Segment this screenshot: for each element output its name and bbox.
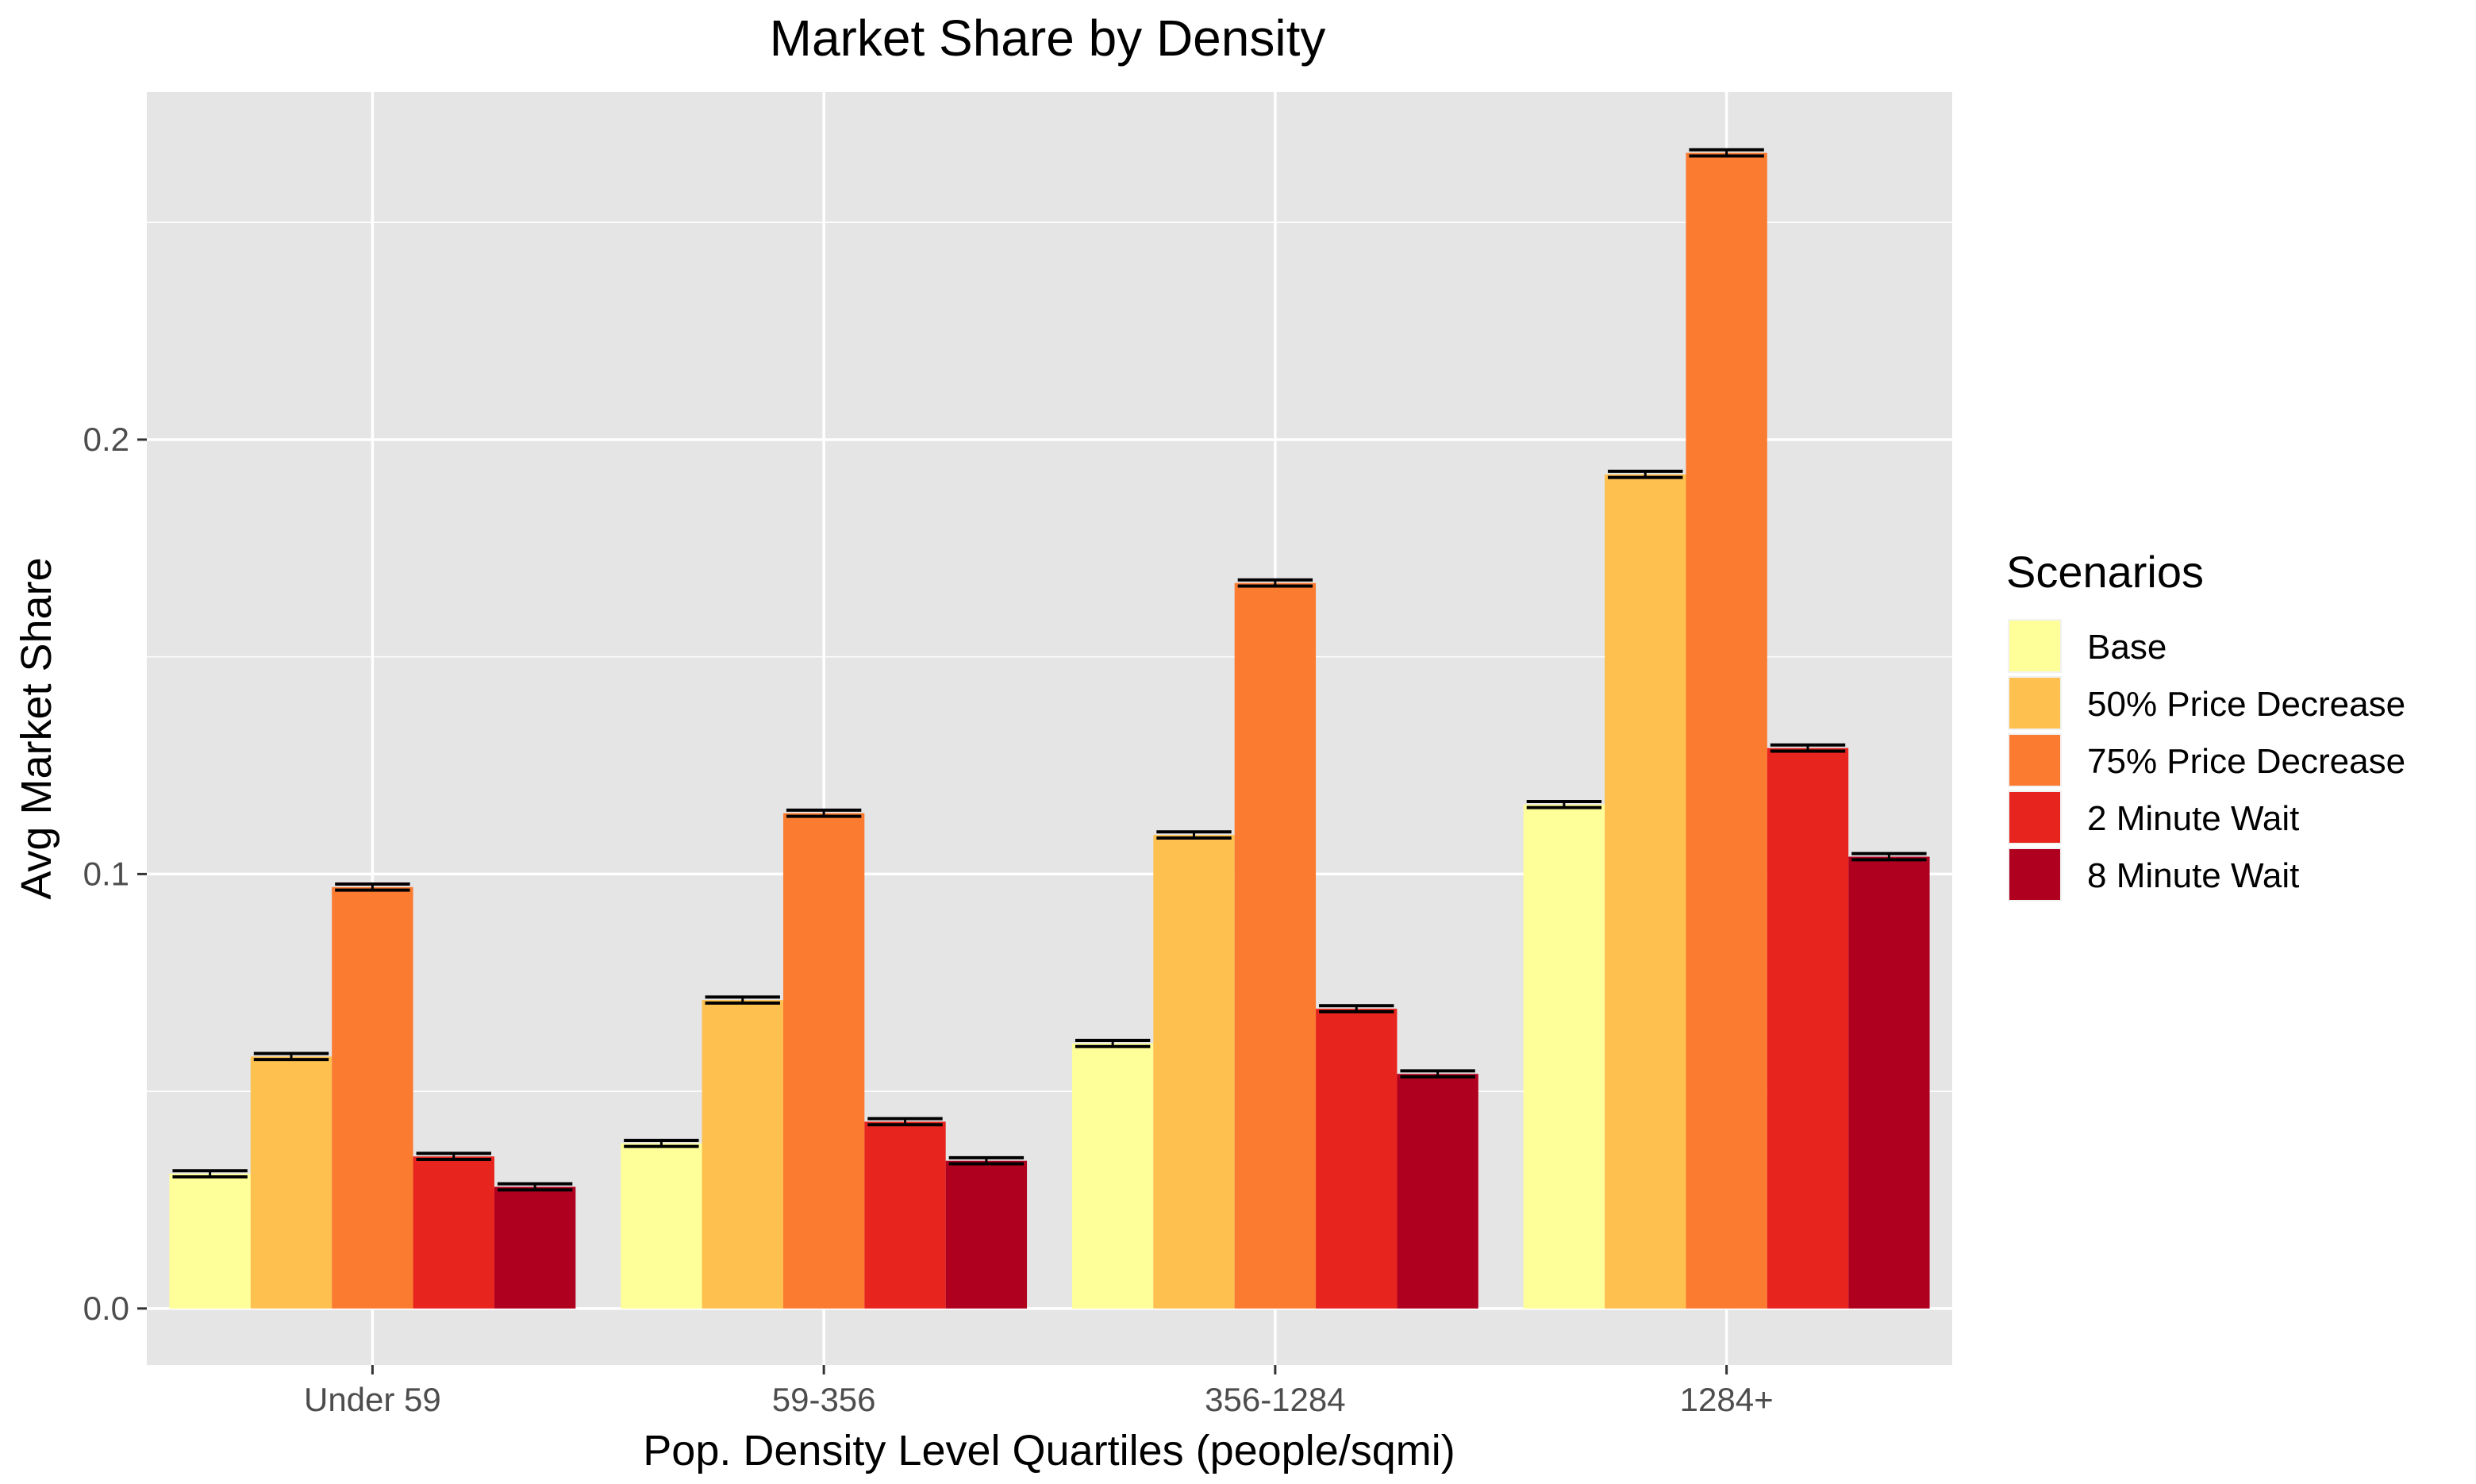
x-tick-label: 1284+	[1680, 1381, 1774, 1418]
y-tick-label: 0.2	[83, 421, 129, 458]
bar	[1153, 835, 1235, 1309]
legend-label: 2 Minute Wait	[2087, 799, 2299, 838]
x-axis-title: Pop. Density Level Quartiles (people/sqm…	[643, 1427, 1455, 1474]
bar	[702, 1000, 783, 1309]
bar	[1316, 1009, 1398, 1309]
legend-key	[2009, 849, 2060, 900]
bar	[1848, 856, 1930, 1309]
bar	[782, 813, 865, 1309]
y-axis-title: Avg Market Share	[13, 557, 60, 899]
x-axis-ticks: Under 59 59-356 356-1284 1284+	[304, 1365, 1774, 1418]
legend-title: Scenarios	[2006, 547, 2204, 597]
legend-label: 75% Price Decrease	[2087, 742, 2405, 781]
bars	[169, 148, 1930, 1309]
bar	[621, 1143, 702, 1309]
legend-label: 50% Price Decrease	[2087, 685, 2405, 724]
bar	[250, 1056, 333, 1309]
legend-key	[2009, 792, 2060, 843]
bar	[494, 1186, 576, 1309]
legend-key	[2009, 735, 2060, 786]
legend: Scenarios Base 50% Price Decrease 75% Pric…	[2006, 547, 2405, 902]
y-tick-label: 0.1	[83, 855, 129, 892]
bar	[413, 1156, 494, 1309]
x-tick-label: 356-1284	[1205, 1381, 1346, 1418]
bar	[1523, 804, 1605, 1309]
bar	[332, 886, 413, 1309]
x-tick-label: 59-356	[772, 1381, 876, 1418]
bar	[1071, 1043, 1154, 1309]
bar	[1397, 1074, 1478, 1309]
bar	[1686, 152, 1767, 1309]
y-tick-label: 0.0	[83, 1290, 129, 1327]
y-axis-ticks: 0.0 0.1 0.2	[83, 421, 147, 1327]
x-tick-label: Under 59	[304, 1381, 441, 1418]
bar	[945, 1160, 1028, 1309]
bar	[864, 1121, 946, 1309]
bar	[1767, 748, 1849, 1309]
legend-label: 8 Minute Wait	[2087, 856, 2299, 895]
legend-label: Base	[2087, 628, 2166, 667]
bar	[169, 1174, 251, 1309]
bar	[1234, 582, 1317, 1309]
chart-title: Market Share by Density	[770, 10, 1326, 67]
legend-key	[2009, 621, 2060, 671]
bar	[1605, 474, 1686, 1309]
legend-key	[2009, 678, 2060, 729]
